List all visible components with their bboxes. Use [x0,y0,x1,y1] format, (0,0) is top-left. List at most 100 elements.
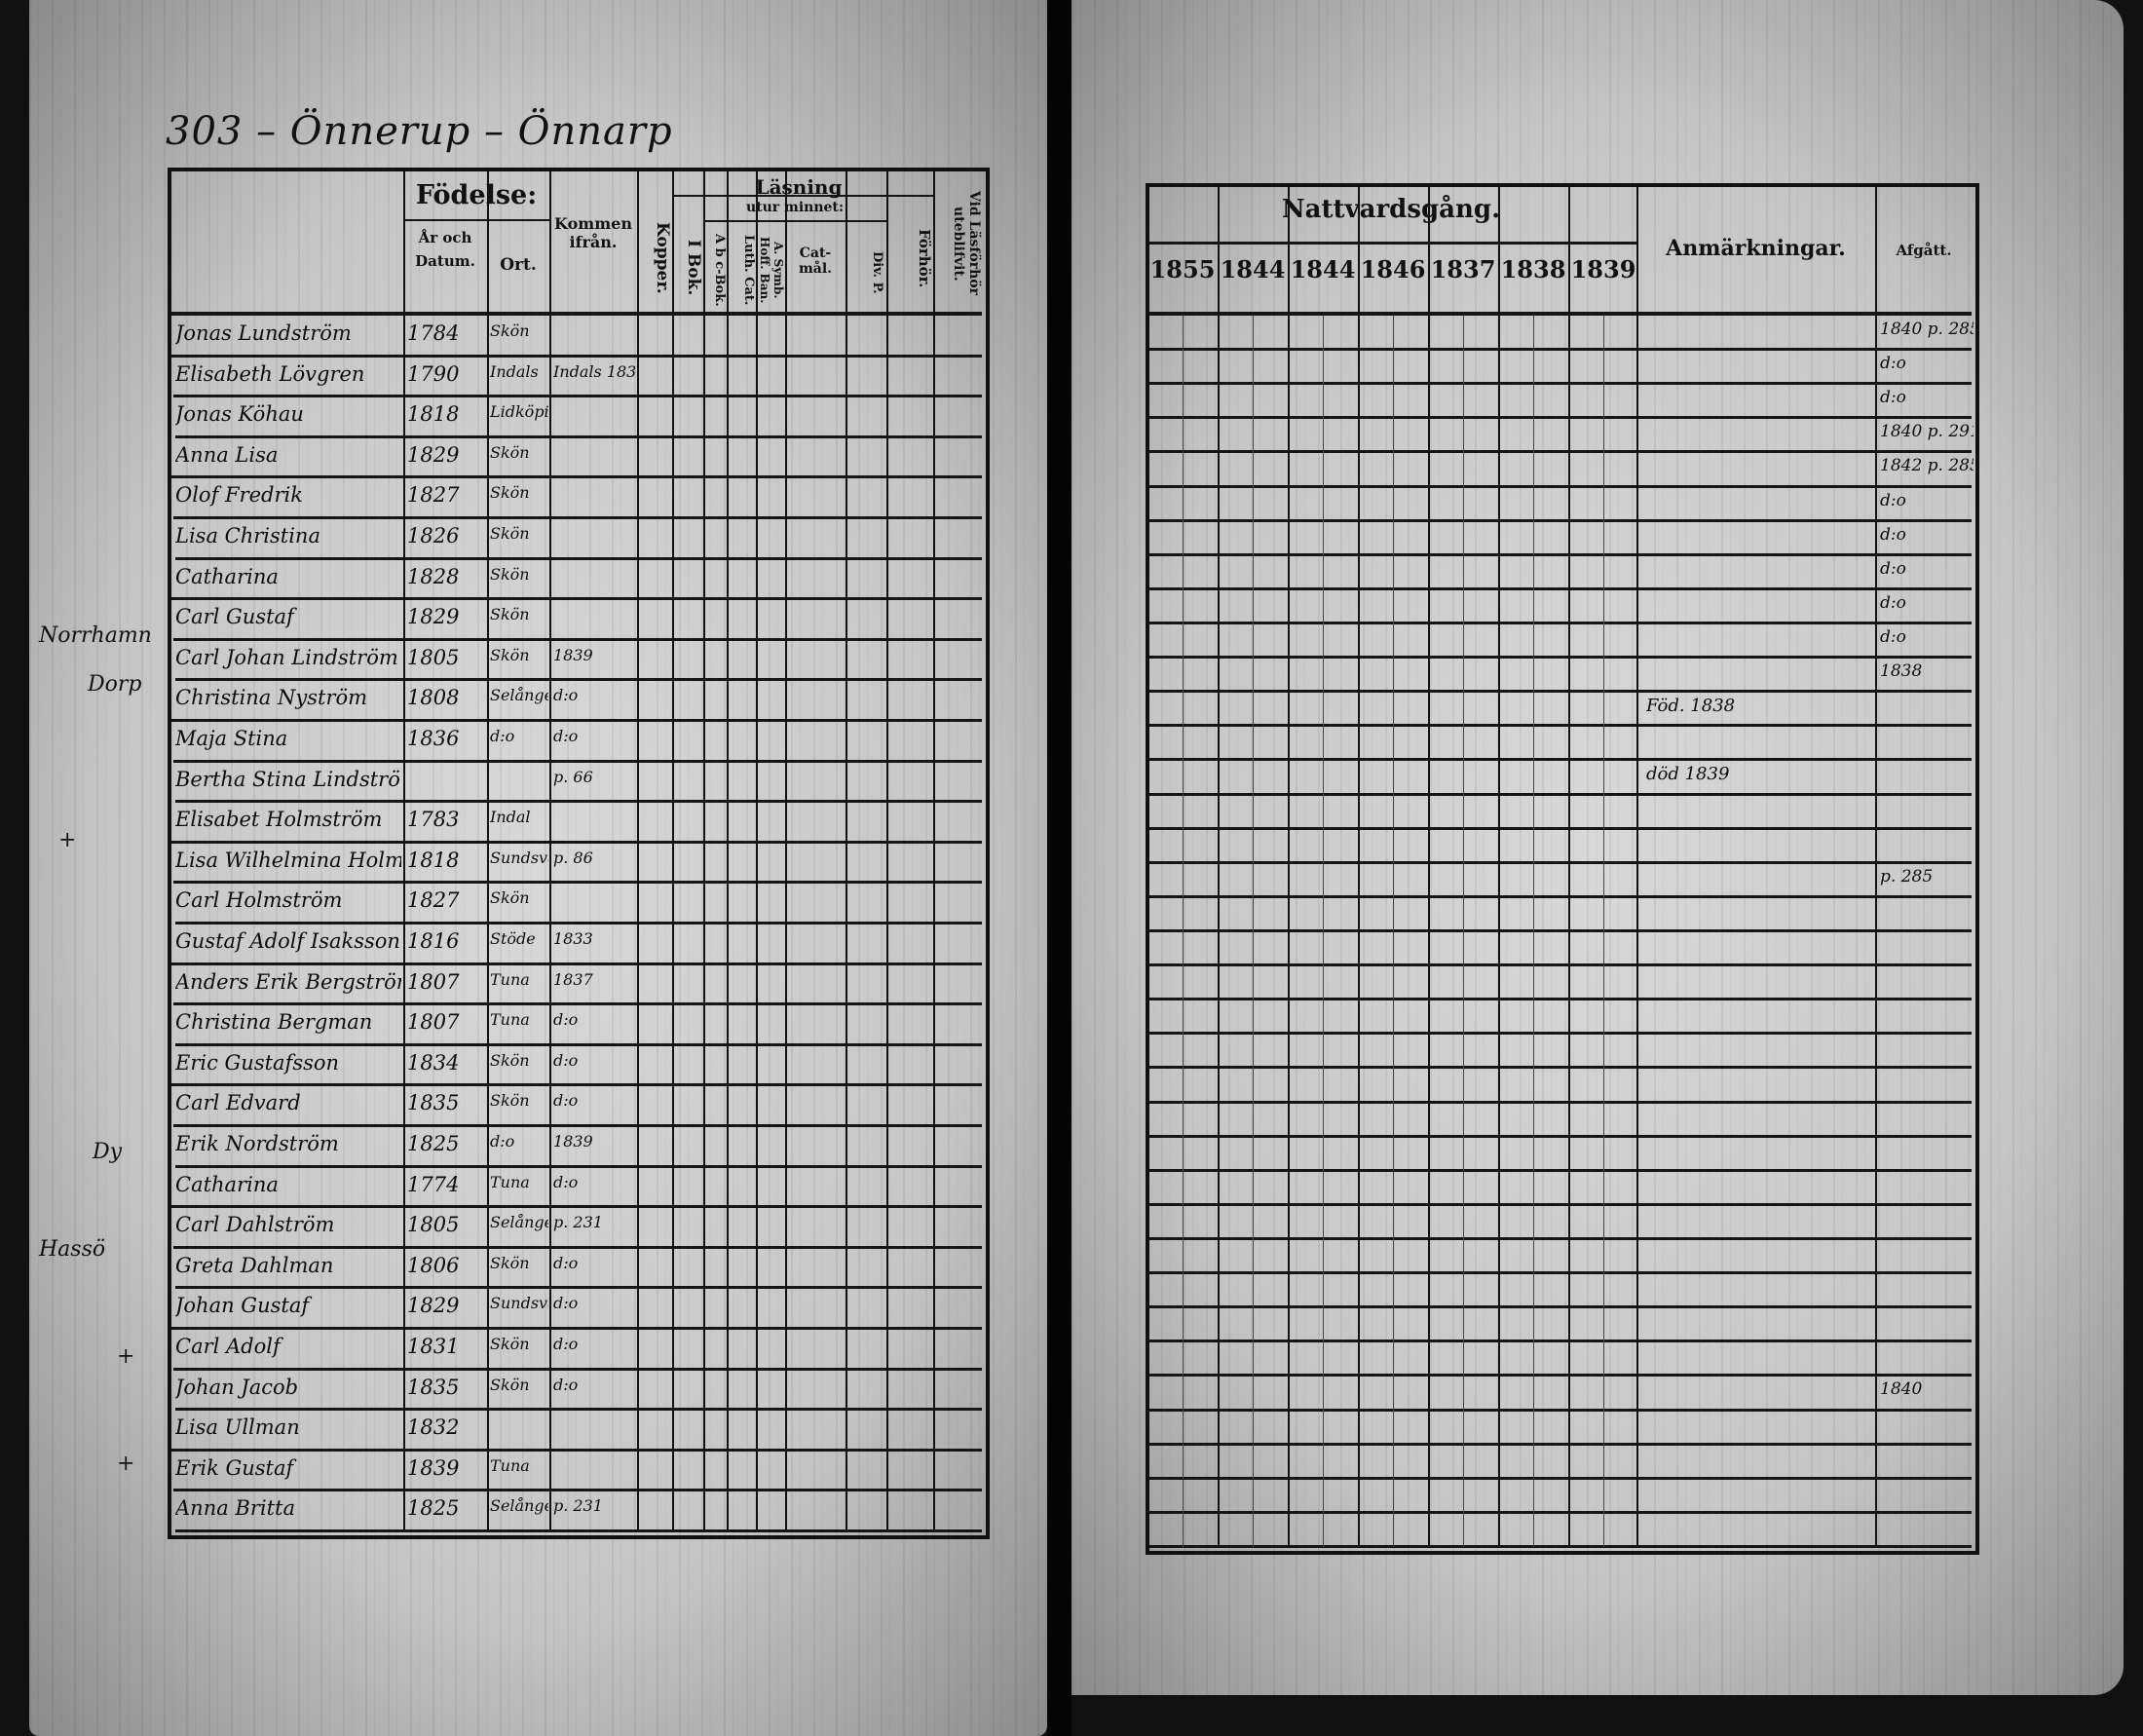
row-rule [1149,622,1972,624]
subcolumn-rule [1603,1170,1604,1205]
subcolumn-rule [1603,350,1604,385]
person-name: Carl Johan Lindström [175,645,398,669]
subcolumn-rule [1533,931,1534,966]
subcolumn-rule [1603,1034,1604,1069]
birth-year: 1805 [407,645,460,669]
row-rule [1149,826,1972,830]
subcolumn-rule [1603,896,1604,931]
subcolumn-rule [1393,1136,1394,1171]
column-rule [487,171,489,1531]
row-rule [175,1164,982,1168]
row-rule [173,759,982,763]
header-rule [403,219,549,221]
subcolumn-rule [1533,828,1534,863]
birth-place: Tuna [490,1010,530,1030]
row-rule [175,922,982,925]
subcolumn-rule [1183,486,1184,521]
birth-place: Tuna [490,1172,530,1191]
subcolumn-rule [1183,1273,1184,1308]
row-rule [1149,1202,1972,1206]
subcolumn-rule [1463,1102,1464,1137]
subcolumn-rule [1183,1376,1184,1411]
subcolumn-rule [1393,1410,1394,1445]
came-from: d:o [553,1172,579,1191]
margin-note: Dy [93,1140,123,1164]
came-from: d:o [553,1294,579,1313]
subcolumn-rule [1463,794,1464,829]
row-rule [175,1042,982,1046]
subcolumn-rule [1393,554,1394,589]
subcolumn-rule [1603,931,1604,966]
subcolumn-rule [1603,1000,1604,1035]
row-rule [1149,1374,1972,1377]
subcolumn-rule [1253,965,1254,1000]
subcolumn-rule [1463,658,1464,693]
subcolumn-rule [1393,965,1394,1000]
birth-year: 1818 [407,402,460,427]
subcolumn-rule [1463,862,1464,897]
person-name: Jonas Köhau [175,402,304,427]
subcolumn-rule [1463,760,1464,795]
subcolumn-rule [1603,486,1604,521]
subcolumn-rule [1393,486,1394,521]
subcolumn-rule [1393,1273,1394,1308]
subcolumn-rule [1463,931,1464,966]
subcolumn-rule [1533,623,1534,659]
subcolumn-rule [1603,554,1604,589]
subcolumn-rule [1603,418,1604,453]
subcolumn-rule [1183,384,1184,419]
column-rule [886,171,888,1531]
subcolumn-rule [1323,1512,1324,1547]
subcolumn-rule [1393,520,1394,555]
subcolumn-rule [1393,692,1394,727]
birth-place: Selånger [490,686,548,705]
birth-year: 1835 [407,1091,460,1115]
subcolumn-rule [1533,1410,1534,1445]
subcolumn-rule [1183,1444,1184,1479]
row-rule [171,840,982,844]
afgatt-entry: p. 285 [1880,866,1934,887]
afgatt-entry: 1840 p. 285 [1880,320,1974,339]
header-vid-lasforhor: Vid Läsförhör uteblifvit. [951,191,982,296]
subcolumn-rule [1603,692,1604,727]
subcolumn-rule [1533,760,1534,795]
subcolumn-rule [1253,1170,1254,1205]
column-rule [756,171,758,1531]
birth-year: 1818 [407,848,460,872]
person-name: Carl Gustaf [175,605,294,629]
birth-place: Indals [490,361,539,381]
subcolumn-rule [1253,1068,1254,1103]
subcolumn-rule [1463,1444,1464,1479]
birth-place: Skön [490,605,530,624]
subcolumn-rule [1323,1239,1324,1274]
row-rule [1149,1305,1972,1309]
row-rule [1149,348,1972,352]
subcolumn-rule [1533,350,1534,385]
row-rule [1149,1032,1972,1036]
subcolumn-rule [1323,794,1324,829]
header-rule [1149,242,1636,245]
header-rule [1149,312,1972,316]
person-name: Gustaf Adolf Isaksson [175,929,400,953]
person-name: Eric Gustafsson [175,1050,340,1075]
row-rule [173,1367,982,1371]
row-rule [1149,450,1972,454]
header-anmarkningar: Anmärkningar. [1666,236,1846,261]
subcolumn-rule [1603,760,1604,795]
came-from: 1839 [553,645,593,664]
row-rule [171,1205,982,1209]
subcolumn-rule [1533,1512,1534,1547]
subcolumn-rule [1183,828,1184,863]
came-from: 1839 [553,1132,593,1151]
column-rule [703,171,705,1531]
subcolumn-rule [1463,1068,1464,1103]
row-rule [1149,552,1972,556]
subcolumn-rule [1323,350,1324,385]
subcolumn-rule [1323,1068,1324,1103]
subcolumn-rule [1533,965,1534,1000]
subcolumn-rule [1253,1136,1254,1171]
birth-year: 1835 [407,1375,460,1399]
subcolumn-rule [1253,1341,1254,1377]
subcolumn-rule [1253,760,1254,795]
year-header: 1838 [1500,255,1566,283]
